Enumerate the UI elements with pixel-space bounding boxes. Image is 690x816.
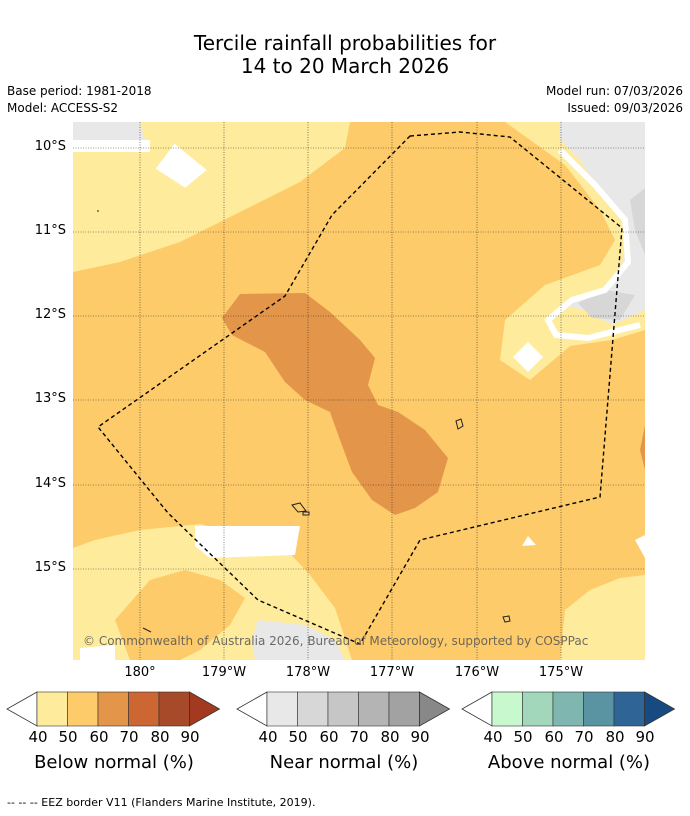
white-small-2 [635, 535, 645, 558]
white-band-southwest [195, 526, 300, 558]
below-tick-70: 70 [119, 728, 139, 746]
model-name: Model: ACCESS-S2 [7, 101, 119, 115]
white-small-1 [522, 536, 536, 546]
map-title-line2: 14 to 20 March 2026 [240, 54, 450, 78]
below-60-center [222, 293, 448, 515]
below-40-southeast [560, 575, 645, 660]
colorbar-below-normal [6, 691, 221, 727]
colorbar-swatch-2 [97, 691, 129, 727]
lat-label-13s: 13°S [34, 391, 66, 406]
lat-label-10s: 10°S [34, 139, 66, 154]
near-40-top-left [73, 122, 145, 140]
colorbar-swatch-1 [67, 691, 99, 727]
islands [97, 210, 511, 633]
colorbar-swatch-3 [128, 691, 160, 727]
map-fields [73, 122, 645, 660]
lon-label-175w: 175°W [538, 665, 584, 680]
copyright-text: © Commonwealth of Australia 2026, Bureau… [83, 634, 588, 648]
near-50-east-blob [578, 290, 635, 320]
near-tick-50: 50 [288, 728, 308, 746]
lon-label-177w: 177°W [369, 665, 415, 680]
colorbar-swatch-2 [552, 691, 584, 727]
above-tick-90: 90 [635, 728, 655, 746]
near-tick-90: 90 [410, 728, 430, 746]
colorbar-swatch-2 [327, 691, 359, 727]
colorbar-swatch-1 [297, 691, 329, 727]
colorbar-swatch-1 [522, 691, 554, 727]
lon-label-176w: 176°W [454, 665, 500, 680]
above-normal-label: Above normal (%) [487, 752, 651, 773]
island-futuna [302, 511, 310, 516]
colorbar-extend-right [644, 691, 676, 727]
gridlines [73, 122, 645, 660]
above-tick-80: 80 [605, 728, 625, 746]
colorbar-swatch-3 [583, 691, 615, 727]
near-tick-40: 40 [258, 728, 278, 746]
colorbar-extend-left [461, 691, 493, 727]
colorbar-swatch-4 [158, 691, 190, 727]
lat-label-14s: 14°S [34, 476, 66, 491]
below-normal-label: Below normal (%) [34, 752, 194, 773]
map-title-line1: Tercile rainfall probabilities for [193, 31, 497, 55]
lon-label-178w: 178°W [285, 665, 331, 680]
base-period: Base period: 1981-2018 [7, 84, 152, 98]
lat-label-12s: 12°S [34, 307, 66, 322]
colorbar-extend-right [419, 691, 451, 727]
near-normal-label: Near normal (%) [269, 752, 419, 773]
white-border-ne [544, 147, 641, 342]
above-tick-60: 60 [544, 728, 564, 746]
below-50-southwest-patch [115, 570, 245, 660]
model-run: Model run: 07/03/2026 [545, 84, 683, 98]
above-tick-40: 40 [483, 728, 503, 746]
lon-label-179w: 179°W [201, 665, 247, 680]
white-bottom-left [80, 645, 115, 660]
colorbar-extend-left [6, 691, 38, 727]
near-tick-80: 80 [380, 728, 400, 746]
colorbar-swatch-0 [36, 691, 68, 727]
white-band-northwest [73, 140, 150, 152]
below-tick-50: 50 [58, 728, 78, 746]
above-tick-70: 70 [574, 728, 594, 746]
near-40-northeast [560, 122, 645, 325]
colorbar-swatch-4 [613, 691, 645, 727]
colorbar-swatch-3 [358, 691, 390, 727]
above-tick-50: 50 [513, 728, 533, 746]
probability-map: © Commonwealth of Australia 2026, Bureau… [73, 122, 645, 660]
colorbar-extend-left [236, 691, 268, 727]
lat-label-11s: 11°S [34, 223, 66, 238]
white-diamond [155, 143, 207, 188]
below-tick-80: 80 [150, 728, 170, 746]
colorbar-swatch-4 [388, 691, 420, 727]
below-tick-90: 90 [180, 728, 200, 746]
below-40-northwest [73, 122, 350, 272]
white-diamond-small [513, 342, 543, 372]
near-tick-70: 70 [349, 728, 369, 746]
island-wallis [291, 502, 307, 513]
eez-border [96, 131, 623, 645]
island-south [502, 615, 511, 623]
near-40-bottom [252, 620, 345, 660]
below-tick-40: 40 [28, 728, 48, 746]
lat-label-15s: 15°S [34, 560, 66, 575]
colorbar-extend-right [189, 691, 221, 727]
colorbar-above-normal [461, 691, 676, 727]
below-40-small [232, 122, 262, 134]
eez-footnote: -- -- -- EEZ border V11 (Flanders Marine… [7, 796, 316, 809]
near-tick-60: 60 [319, 728, 339, 746]
island-niuafoou [455, 418, 464, 430]
colorbar-near-normal [236, 691, 451, 727]
lon-label-180: 180° [124, 665, 156, 680]
near-50-northeast [630, 188, 645, 255]
below-60-east-edge [640, 425, 645, 470]
below-tick-60: 60 [89, 728, 109, 746]
issued-date: Issued: 09/03/2026 [567, 101, 683, 115]
colorbar-swatch-0 [266, 691, 298, 727]
colorbar-swatch-0 [491, 691, 523, 727]
island-small-sw [142, 627, 152, 633]
